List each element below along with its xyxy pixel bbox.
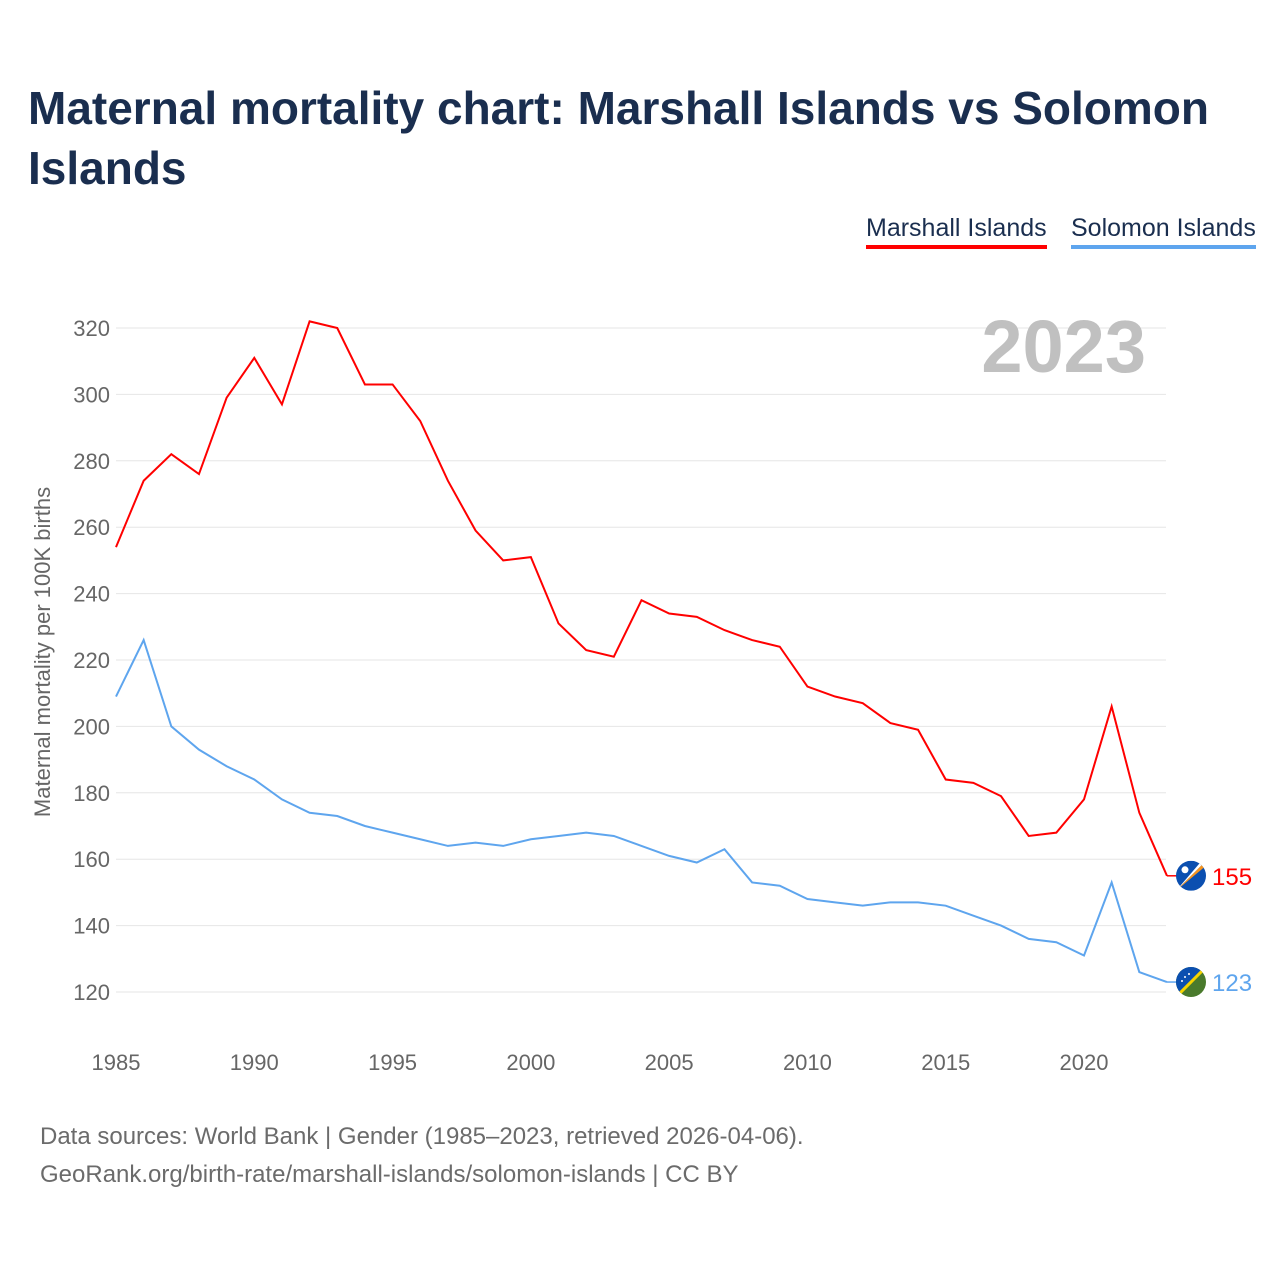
y-tick-label: 280 [73, 449, 110, 474]
y-tick-label: 260 [73, 515, 110, 540]
y-axis-label: Maternal mortality per 100K births [30, 487, 55, 817]
year-label: 2023 [981, 305, 1146, 388]
y-tick-label: 140 [73, 914, 110, 939]
source-line-1: Data sources: World Bank | Gender (1985–… [40, 1123, 804, 1150]
legend-solomon-islands[interactable]: Solomon Islands [1071, 214, 1256, 249]
source-note: Data sources: World Bank | Gender (1985–… [40, 1118, 804, 1194]
marshall-islands-flag-icon [1176, 860, 1206, 891]
x-tick-label: 1995 [368, 1050, 417, 1075]
source-line-2[interactable]: GeoRank.org/birth-rate/marshall-islands/… [40, 1161, 739, 1188]
y-tick-label: 120 [73, 980, 110, 1005]
y-tick-label: 240 [73, 582, 110, 607]
y-tick-label: 320 [73, 316, 110, 341]
solomon-islands-flag-icon [1176, 967, 1206, 998]
x-tick-label: 1985 [92, 1050, 141, 1075]
x-tick-label: 1990 [230, 1050, 279, 1075]
y-tick-label: 300 [73, 382, 110, 407]
x-tick-label: 2010 [783, 1050, 832, 1075]
chart-title: Maternal mortality chart: Marshall Islan… [28, 82, 1209, 194]
x-tick-label: 2020 [1060, 1050, 1109, 1075]
y-tick-label: 220 [73, 648, 110, 673]
x-tick-label: 2000 [506, 1050, 555, 1075]
y-tick-label: 180 [73, 781, 110, 806]
y-tick-label: 160 [73, 847, 110, 872]
series-line-solomon-islands [115, 637, 1168, 983]
end-value-label: 155 [1212, 864, 1252, 891]
x-tick-label: 2005 [645, 1050, 694, 1075]
end-value-label: 123 [1212, 970, 1252, 997]
legend-marshall-islands[interactable]: Marshall Islands [866, 214, 1047, 249]
x-tick-label: 2015 [921, 1050, 970, 1075]
y-tick-label: 200 [73, 714, 110, 739]
